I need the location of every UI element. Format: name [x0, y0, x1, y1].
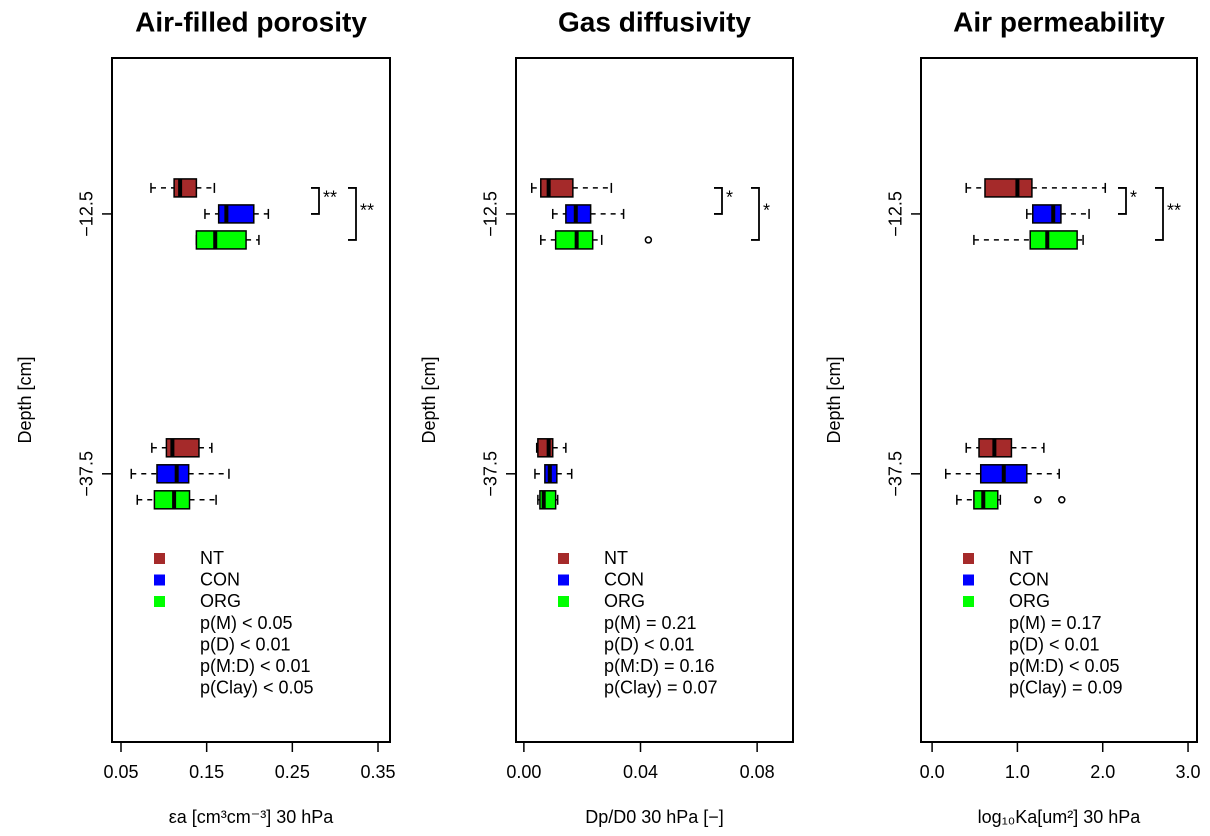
stat-text: p(M:D) < 0.01 — [200, 656, 311, 676]
chart-title: Gas diffusivity — [558, 6, 751, 37]
stat-text: p(D) < 0.01 — [1009, 634, 1100, 654]
legend-swatch — [963, 596, 974, 607]
box — [540, 178, 574, 198]
legend-label: ORG — [604, 591, 645, 611]
outlier — [1058, 496, 1066, 504]
significance-bracket — [348, 187, 357, 241]
box — [1029, 230, 1078, 250]
y-tick-label: −37.5 — [77, 451, 97, 497]
legend-label: ORG — [1009, 591, 1050, 611]
panel: Gas diffusivity 0.00 0.04 0.08 Dp/D0 30 hPa … — [419, 6, 794, 827]
box — [984, 178, 1033, 198]
y-tick-label: −37.5 — [886, 451, 906, 497]
significance-bracket — [751, 187, 760, 241]
y-tick-label: −12.5 — [77, 191, 97, 237]
legend-label: CON — [200, 569, 240, 589]
y-tick-label: −37.5 — [481, 451, 501, 497]
x-tick-label: 0.08 — [740, 762, 775, 782]
y-tick-label: −12.5 — [886, 191, 906, 237]
significance-label: ** — [323, 188, 337, 208]
x-tick-label: 0.0 — [920, 762, 945, 782]
panel: Air permeability 0.0 1.0 2.0 3.0 log₁₀Ka[um²]… — [824, 6, 1201, 826]
box — [973, 490, 999, 510]
x-tick-label: 0.15 — [189, 762, 224, 782]
box — [195, 230, 247, 250]
x-tick-label: 1.0 — [1005, 762, 1030, 782]
box — [156, 464, 190, 484]
stat-text: p(M) < 0.05 — [200, 613, 293, 633]
box — [565, 204, 592, 224]
box — [165, 438, 200, 458]
box — [173, 178, 198, 198]
legend-label: CON — [1009, 569, 1049, 589]
stat-text: p(M) = 0.21 — [604, 613, 697, 633]
legend-swatch — [154, 553, 165, 564]
y-axis-label: Depth [cm] — [15, 356, 35, 443]
legend-swatch — [154, 596, 165, 607]
legend-swatch — [558, 596, 569, 607]
stat-text: p(D) < 0.01 — [200, 634, 291, 654]
significance-label: * — [763, 201, 770, 221]
legend-swatch — [963, 574, 974, 586]
significance-label: * — [1130, 188, 1137, 208]
stat-text: p(M:D) < 0.05 — [1009, 656, 1120, 676]
x-tick-label: 0.35 — [360, 762, 395, 782]
significance-label: ** — [360, 201, 374, 221]
panel: Air-filled porosity 0.05 0.15 0.25 0.35 εa [c… — [15, 6, 396, 826]
outlier — [1034, 496, 1042, 504]
stat-text: p(M:D) = 0.16 — [604, 656, 715, 676]
outlier — [644, 236, 653, 244]
legend-swatch — [558, 574, 569, 586]
legend-label: NT — [604, 548, 628, 568]
legend-label: CON — [604, 569, 644, 589]
significance-bracket — [1118, 187, 1127, 215]
x-tick-label: 0.04 — [623, 762, 658, 782]
significance-bracket — [311, 187, 320, 215]
y-tick-label: −12.5 — [481, 191, 501, 237]
box — [1032, 204, 1062, 224]
y-axis-label: Depth [cm] — [419, 356, 439, 443]
chart-title: Air-filled porosity — [135, 6, 367, 37]
legend-label: ORG — [200, 591, 241, 611]
x-tick-label: 0.05 — [103, 762, 138, 782]
legend-label: NT — [1009, 548, 1033, 568]
significance-bracket — [714, 187, 723, 215]
legend-swatch — [154, 574, 165, 586]
x-axis-label: log₁₀Ka[um²] 30 hPa — [978, 807, 1142, 827]
stat-text: p(Clay) = 0.07 — [604, 677, 718, 697]
box — [153, 490, 191, 510]
stat-text: p(Clay) < 0.05 — [200, 677, 314, 697]
stat-text: p(M) = 0.17 — [1009, 613, 1102, 633]
legend-swatch — [558, 553, 569, 564]
significance-bracket — [1155, 187, 1164, 241]
stat-text: p(Clay) = 0.09 — [1009, 677, 1123, 697]
box — [217, 204, 255, 224]
x-axis-label: Dp/D0 30 hPa [−] — [585, 807, 724, 827]
box — [554, 230, 594, 250]
x-tick-label: 0.25 — [275, 762, 310, 782]
x-tick-label: 2.0 — [1090, 762, 1115, 782]
significance-label: * — [726, 188, 733, 208]
legend-label: NT — [200, 548, 224, 568]
significance-label: ** — [1167, 201, 1181, 221]
x-tick-label: 3.0 — [1176, 762, 1201, 782]
stat-text: p(D) < 0.01 — [604, 634, 695, 654]
y-axis-label: Depth [cm] — [824, 356, 844, 443]
chart-title: Air permeability — [953, 6, 1165, 37]
x-axis-label: εa [cm³cm⁻³] 30 hPa — [169, 807, 335, 827]
legend-swatch — [963, 553, 974, 564]
x-tick-label: 0.00 — [506, 762, 541, 782]
